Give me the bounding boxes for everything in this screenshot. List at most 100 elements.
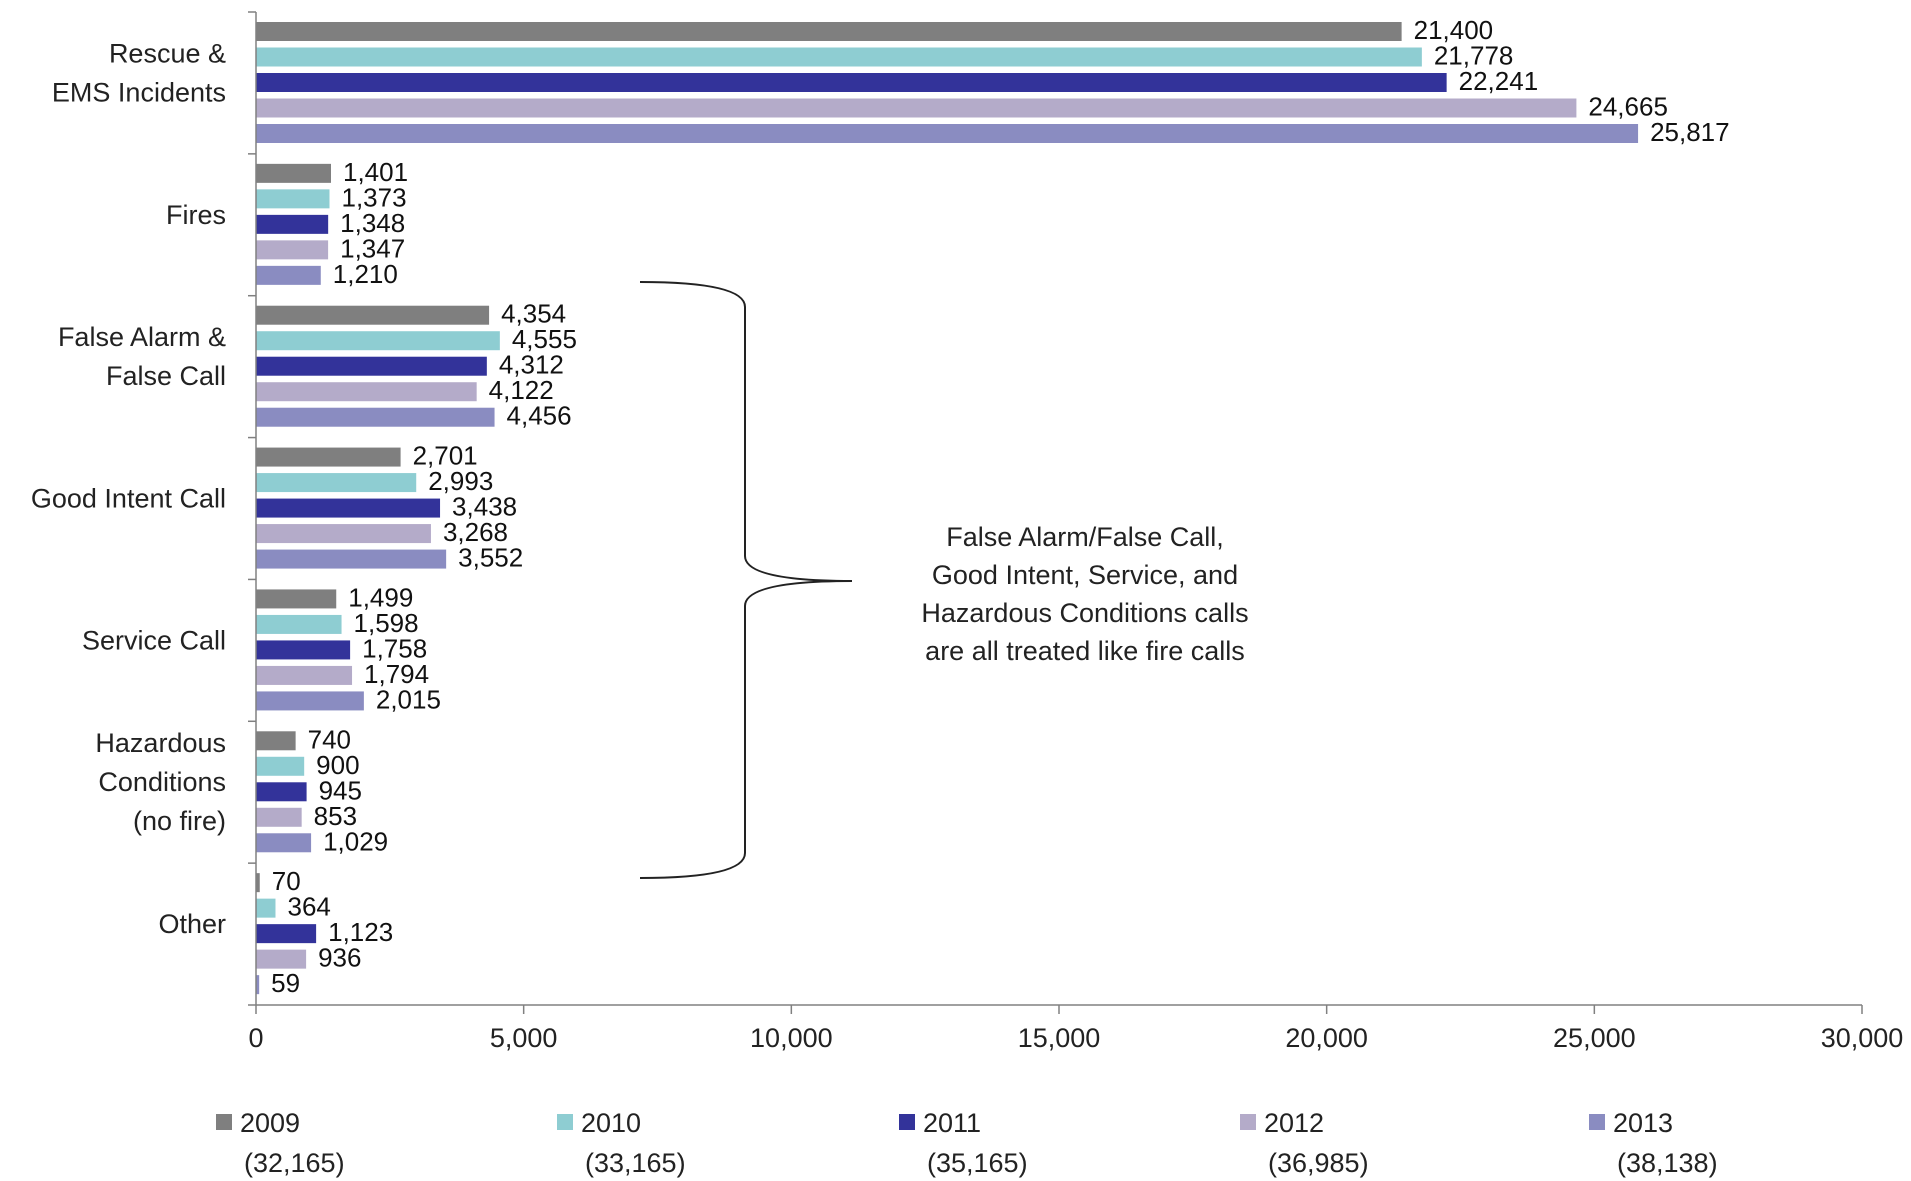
bar-2009-cat-6 bbox=[256, 873, 260, 893]
value-label-2009-cat-6: 70 bbox=[272, 866, 301, 896]
bar-2013-cat-1 bbox=[256, 265, 321, 285]
legend-label: 2011 bbox=[923, 1108, 981, 1138]
value-label-2012-cat-0: 24,665 bbox=[1588, 92, 1668, 122]
x-tick-label: 20,000 bbox=[1285, 1023, 1368, 1053]
curly-brace bbox=[639, 281, 853, 879]
category-label-line: Fires bbox=[166, 200, 226, 230]
legend-total: (38,138) bbox=[1617, 1148, 1718, 1178]
value-label-2011-cat-1: 1,348 bbox=[340, 208, 405, 238]
value-label-2012-cat-2: 4,122 bbox=[489, 375, 554, 405]
value-label-2010-cat-4: 1,598 bbox=[354, 608, 419, 638]
value-label-2011-cat-6: 1,123 bbox=[328, 917, 393, 947]
category-label-2: False Alarm & False Call bbox=[58, 322, 226, 391]
bar-2010-cat-0 bbox=[256, 47, 1422, 67]
value-label-2011-cat-0: 22,241 bbox=[1459, 66, 1539, 96]
bar-2013-cat-0 bbox=[256, 124, 1639, 143]
value-label-2013-cat-3: 3,552 bbox=[458, 543, 523, 573]
legend-swatch bbox=[1589, 1114, 1605, 1130]
bar-2010-cat-6 bbox=[256, 898, 276, 918]
bar-2010-cat-5 bbox=[256, 756, 305, 776]
value-label-2010-cat-0: 21,778 bbox=[1434, 41, 1514, 71]
bar-2011-cat-3 bbox=[256, 498, 441, 518]
category-label-5: Hazardous Conditions (no fire) bbox=[95, 728, 226, 836]
category-label-line: False Call bbox=[106, 361, 226, 391]
value-label-2012-cat-3: 3,268 bbox=[443, 517, 508, 547]
annotation-line: Good Intent, Service, and bbox=[932, 560, 1238, 590]
bar-2012-cat-5 bbox=[256, 807, 302, 827]
legend-label: 2009 bbox=[240, 1108, 300, 1138]
category-label-line: Conditions bbox=[98, 767, 226, 797]
value-label-2010-cat-1: 1,373 bbox=[342, 182, 407, 212]
category-label-line: Service Call bbox=[82, 625, 226, 655]
legend-item-2012: 2012 (36,985) bbox=[1240, 1108, 1369, 1178]
bar-2010-cat-2 bbox=[256, 331, 500, 351]
legend-total: (36,985) bbox=[1268, 1148, 1369, 1178]
bar-2010-cat-1 bbox=[256, 189, 330, 209]
value-label-2011-cat-2: 4,312 bbox=[499, 350, 564, 380]
bar-2009-cat-5 bbox=[256, 731, 296, 751]
bar-2011-cat-4 bbox=[256, 640, 351, 660]
category-label-line: EMS Incidents bbox=[52, 77, 226, 107]
bar-2011-cat-0 bbox=[256, 73, 1447, 92]
value-label-2011-cat-4: 1,758 bbox=[362, 633, 427, 663]
x-tick-label: 10,000 bbox=[750, 1023, 833, 1053]
legend-label: 2010 bbox=[581, 1108, 641, 1138]
bar-2013-cat-6 bbox=[256, 975, 260, 995]
category-label-6: Other bbox=[158, 909, 226, 939]
category-label-line: Rescue & bbox=[109, 38, 226, 68]
category-label-line: (no fire) bbox=[133, 806, 226, 836]
annotation-line: are all treated like fire calls bbox=[925, 636, 1245, 666]
x-tick-label: 0 bbox=[248, 1023, 263, 1053]
category-label-3: Good Intent Call bbox=[31, 484, 226, 514]
bar-2013-cat-3 bbox=[256, 549, 447, 569]
category-label-0: Rescue & EMS Incidents bbox=[52, 38, 226, 107]
legend-layer: 2009 (32,165) 2010 (33,165) 2011 (35,165) 2012… bbox=[216, 1108, 1718, 1178]
value-label-2010-cat-5: 900 bbox=[316, 750, 359, 780]
value-label-2013-cat-0: 25,817 bbox=[1650, 117, 1730, 147]
annotation-layer: False Alarm/False Call, Good Intent, Serv… bbox=[639, 281, 1249, 879]
bar-2009-cat-1 bbox=[256, 163, 332, 183]
legend-total: (33,165) bbox=[585, 1148, 686, 1178]
annotation-line: Hazardous Conditions calls bbox=[921, 598, 1248, 628]
value-label-2012-cat-6: 936 bbox=[318, 943, 361, 973]
value-label-2010-cat-2: 4,555 bbox=[512, 324, 577, 354]
category-label-line: False Alarm & bbox=[58, 322, 226, 352]
bar-2010-cat-3 bbox=[256, 473, 417, 493]
value-label-2013-cat-5: 1,029 bbox=[323, 826, 388, 856]
bar-2009-cat-3 bbox=[256, 447, 401, 467]
legend-swatch bbox=[899, 1114, 915, 1130]
bar-2013-cat-5 bbox=[256, 833, 312, 853]
value-label-2011-cat-5: 945 bbox=[319, 775, 362, 805]
legend-swatch bbox=[216, 1114, 232, 1130]
legend-item-2010: 2010 (33,165) bbox=[557, 1108, 686, 1178]
x-tick-label: 15,000 bbox=[1018, 1023, 1101, 1053]
x-tick-label: 25,000 bbox=[1553, 1023, 1636, 1053]
value-label-2010-cat-3: 2,993 bbox=[428, 466, 493, 496]
bar-2011-cat-6 bbox=[256, 924, 317, 944]
legend-label: 2012 bbox=[1264, 1108, 1324, 1138]
annotation-note: False Alarm/False Call, Good Intent, Serv… bbox=[921, 522, 1248, 666]
bar-2012-cat-0 bbox=[256, 98, 1577, 118]
value-label-2009-cat-1: 1,401 bbox=[343, 157, 408, 187]
bar-2009-cat-4 bbox=[256, 589, 337, 609]
value-label-2010-cat-6: 364 bbox=[287, 892, 330, 922]
value-label-2009-cat-0: 21,400 bbox=[1414, 15, 1494, 45]
bar-2013-cat-2 bbox=[256, 407, 495, 427]
x-tick-label: 5,000 bbox=[490, 1023, 558, 1053]
value-label-2009-cat-5: 740 bbox=[308, 724, 351, 754]
bar-2011-cat-2 bbox=[256, 356, 487, 376]
category-label-1: Fires bbox=[166, 200, 226, 230]
value-label-2013-cat-4: 2,015 bbox=[376, 684, 441, 714]
value-label-2009-cat-3: 2,701 bbox=[413, 441, 478, 471]
axes-layer: 0 5,000 10,000 15,000 20,000 25,000 30,000 bbox=[248, 11, 1904, 1053]
bars-layer bbox=[256, 22, 1639, 995]
bar-2012-cat-4 bbox=[256, 665, 353, 685]
value-label-2012-cat-5: 853 bbox=[314, 801, 357, 831]
x-tick-label: 30,000 bbox=[1821, 1023, 1904, 1053]
legend-swatch bbox=[1240, 1114, 1256, 1130]
value-label-2013-cat-1: 1,210 bbox=[333, 259, 398, 289]
legend-total: (32,165) bbox=[244, 1148, 345, 1178]
bar-2009-cat-0 bbox=[256, 22, 1402, 41]
